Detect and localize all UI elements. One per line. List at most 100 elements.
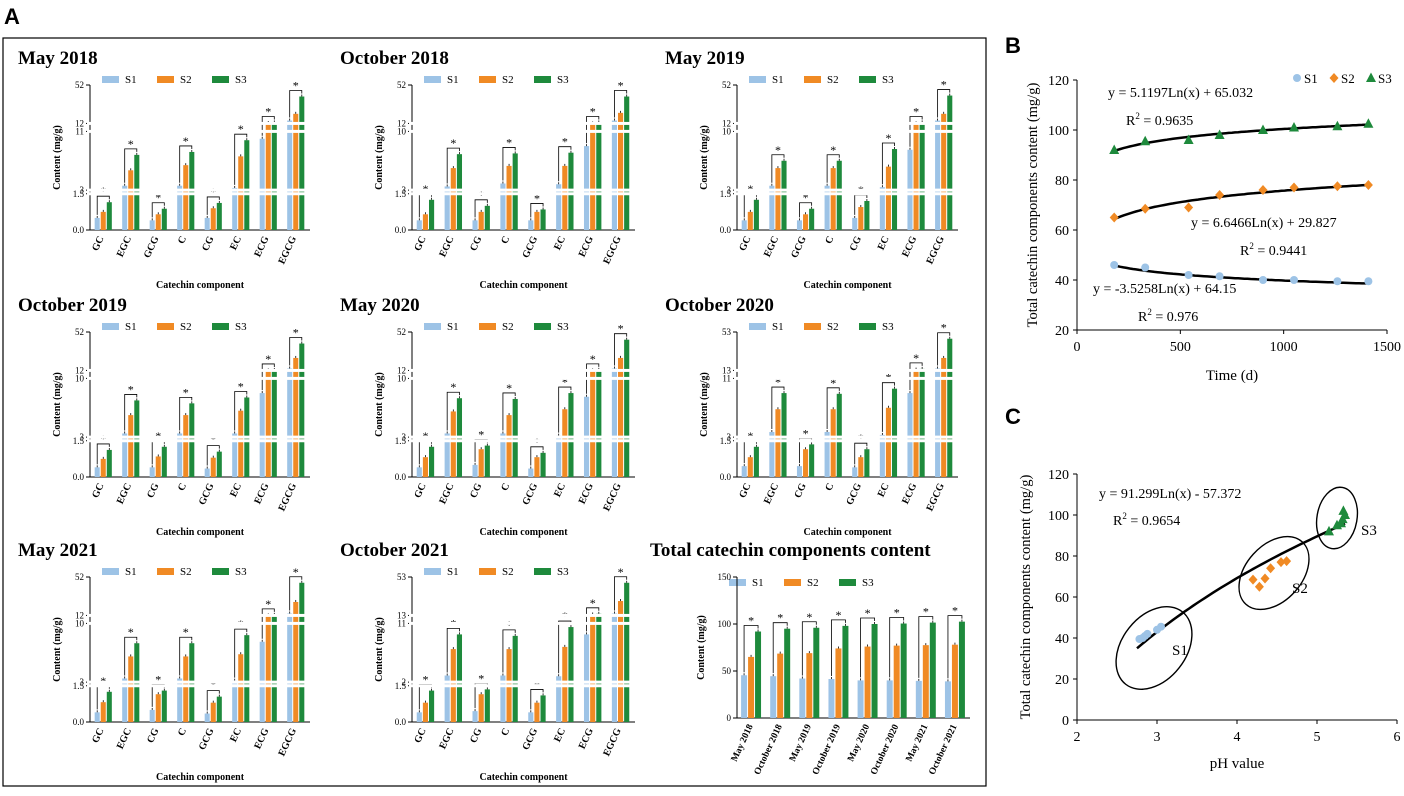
bar-s3: [161, 446, 167, 477]
bar-s2: [478, 694, 484, 722]
point-s1: [1364, 277, 1373, 286]
x-tick-label: EGC: [762, 235, 781, 259]
point-s2: [1266, 563, 1276, 574]
y-tick-label: 1.5: [73, 189, 85, 199]
significance-bracket: [124, 148, 138, 183]
x-axis-label: Catechin component: [803, 527, 892, 538]
equation: y = 5.1197Ln(x) + 65.032: [1108, 86, 1253, 101]
point-s3: [1332, 120, 1343, 131]
bar-s1: [828, 678, 835, 718]
bar-s2: [422, 214, 429, 230]
legend-swatch-s1: [102, 323, 119, 330]
bar-s2: [830, 168, 836, 230]
significance-bracket: [831, 619, 846, 676]
x-tick-label: May 2019: [788, 723, 814, 764]
axis-break: [734, 121, 958, 125]
chart-title: Total catechin components content: [650, 540, 931, 561]
y-tick-label: 3: [727, 185, 732, 195]
legend-swatch-s1: [102, 568, 119, 575]
x-axis-label: Catechin component: [156, 772, 245, 783]
x-axis-label: Time (d): [1206, 368, 1258, 384]
point-s3: [1324, 525, 1334, 536]
bar-s3: [596, 613, 602, 722]
x-tick-label: C: [823, 235, 836, 246]
y-axis-label: Content (mg/g): [52, 372, 63, 437]
y-tick-label: 1.5: [73, 681, 85, 691]
bar-s1: [770, 676, 777, 718]
axis-break: [409, 613, 635, 617]
bar-s2: [478, 449, 484, 477]
panel-a-border: [2, 37, 987, 787]
bar-s1: [824, 185, 830, 230]
bar-s1: [583, 146, 590, 230]
bar-s3: [842, 625, 849, 718]
significance-bracket: [179, 145, 193, 183]
bar-s1: [232, 433, 238, 477]
point-s1: [1259, 276, 1267, 284]
point-s2: [1254, 581, 1264, 592]
bar-s3: [429, 446, 435, 477]
bar-s2: [155, 214, 161, 230]
x-tick-label: CG: [792, 481, 808, 499]
bar-s1: [528, 712, 534, 722]
significance-star: *: [506, 381, 512, 395]
y-tick-label: 40: [1055, 274, 1069, 289]
x-tick-label: EGC: [437, 727, 456, 751]
bar-s1: [122, 185, 128, 230]
bar-s3: [753, 199, 759, 230]
significance-bracket: [614, 90, 628, 118]
point-s2: [1289, 182, 1299, 193]
legend-swatch-s2: [157, 76, 174, 83]
significance-star: *: [478, 671, 484, 685]
bar-s2: [562, 409, 568, 477]
y-tick-label: 1.5: [395, 189, 407, 199]
bar-s1: [879, 187, 885, 230]
x-tick-label: EC: [228, 235, 244, 252]
significance-bracket: [937, 89, 951, 118]
legend-swatch-s3: [212, 76, 229, 83]
bar-s1: [741, 675, 748, 718]
bar-s2: [885, 166, 891, 230]
panel-label-a: A: [4, 4, 20, 29]
bar-s3: [568, 627, 574, 722]
y-tick-label: 100: [718, 619, 732, 629]
bar-s1: [204, 468, 210, 477]
x-tick-label: GC: [90, 727, 106, 745]
bar-s2: [422, 702, 429, 722]
point-s3: [1366, 72, 1376, 82]
bar-s3: [781, 393, 787, 477]
bar-s1: [852, 467, 858, 477]
x-tick-label: CG: [145, 726, 161, 744]
axis-break: [87, 680, 310, 684]
y-tick-label: 11: [722, 373, 731, 383]
fit-curve-s2: [1113, 183, 1369, 221]
x-tick-label: EGCG: [924, 234, 947, 266]
bar-s2: [534, 457, 540, 477]
point-s3: [1363, 118, 1374, 128]
cluster-ellipse-s3: [1315, 486, 1359, 550]
bar-s2: [238, 654, 244, 722]
chart-title: May 2018: [18, 48, 98, 69]
bar-s2: [617, 357, 624, 477]
y-tick-label: 0.0: [73, 225, 85, 235]
bar-s3: [540, 209, 546, 230]
bar-s3: [299, 582, 305, 722]
bar-s2: [293, 357, 299, 477]
y-tick-label: 0.0: [73, 472, 85, 482]
legend-label-s2: S2: [1341, 71, 1355, 86]
bar-s2: [183, 165, 189, 230]
y-axis-label: Content (mg/g): [374, 617, 385, 682]
bar-s3: [836, 393, 842, 477]
significance-star: *: [450, 136, 456, 150]
bar-s2: [835, 648, 842, 718]
legend-label-s2: S2: [827, 321, 839, 333]
point-s1: [1290, 276, 1298, 284]
legend-label-s3: S3: [235, 566, 247, 578]
significance-star: *: [562, 135, 568, 149]
bar-s1: [94, 712, 100, 722]
bar-s2: [210, 208, 216, 230]
bar-s2: [864, 646, 871, 718]
x-tick-label: GC: [737, 235, 753, 253]
bar-s1: [472, 711, 478, 722]
point-s2: [1109, 212, 1119, 223]
